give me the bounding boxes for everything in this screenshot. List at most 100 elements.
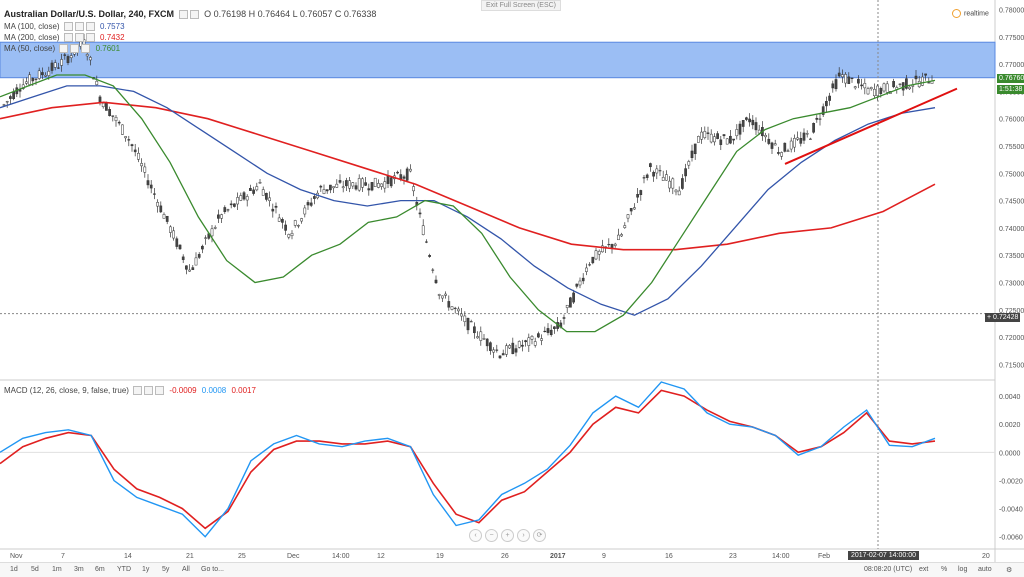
candle-body bbox=[418, 212, 422, 215]
candle-body bbox=[709, 133, 713, 143]
candle-body bbox=[37, 70, 41, 79]
price-axis-label: 0.75000 bbox=[999, 171, 1024, 178]
candle-body bbox=[633, 207, 636, 210]
candle-body bbox=[757, 129, 761, 134]
settings-icon[interactable] bbox=[178, 10, 188, 20]
scroll-right-button[interactable]: › bbox=[517, 529, 530, 542]
go-to-date-button[interactable]: Go to... bbox=[201, 566, 224, 573]
ma200-label: MA (200, close) bbox=[4, 33, 60, 42]
candle-body bbox=[396, 171, 399, 174]
crosshair-price-tag: + 0.72428 bbox=[985, 313, 1021, 322]
candle-body bbox=[805, 133, 809, 135]
candle-body bbox=[364, 182, 367, 186]
candle-body bbox=[594, 250, 598, 260]
ma50-value: 0.7601 bbox=[95, 44, 121, 53]
candle-body bbox=[652, 171, 655, 177]
close-icon[interactable] bbox=[85, 33, 95, 43]
candle-body bbox=[85, 54, 89, 57]
candle-body bbox=[463, 315, 467, 322]
candle-body bbox=[885, 83, 889, 93]
candle-body bbox=[777, 152, 780, 154]
range-ytd[interactable]: YTD bbox=[117, 566, 131, 573]
resistance-zone bbox=[0, 41, 996, 79]
macd-axis-label: 0.0040 bbox=[999, 394, 1021, 401]
gear-icon[interactable] bbox=[74, 22, 84, 32]
scroll-left-button[interactable]: ‹ bbox=[469, 529, 482, 542]
candle-body bbox=[562, 317, 566, 319]
candle-body bbox=[441, 295, 444, 299]
time-axis-label: 14:00 bbox=[772, 553, 790, 560]
candle-body bbox=[127, 139, 131, 141]
candle-body bbox=[434, 279, 438, 284]
auto-toggle[interactable]: auto bbox=[978, 566, 992, 573]
candle-body bbox=[172, 230, 175, 239]
candle-body bbox=[165, 215, 169, 222]
candle-body bbox=[223, 207, 227, 212]
percent-toggle[interactable]: % bbox=[941, 566, 948, 573]
time-axis-label: 9 bbox=[602, 553, 606, 560]
macd-axis-label: -0.0040 bbox=[999, 507, 1023, 514]
eye-icon[interactable] bbox=[59, 44, 69, 54]
candle-body bbox=[850, 77, 854, 79]
candle-body bbox=[293, 220, 297, 226]
candle-body bbox=[28, 74, 31, 85]
range-1m[interactable]: 1m bbox=[52, 566, 62, 573]
macd-axis-label: 0.0020 bbox=[999, 422, 1021, 429]
candle-body bbox=[799, 138, 803, 144]
candle-body bbox=[121, 124, 124, 135]
candle-body bbox=[713, 136, 716, 143]
candle-body bbox=[684, 168, 687, 177]
candle-body bbox=[729, 135, 732, 144]
chart-navigation: ‹ − + › ⟳ bbox=[469, 529, 549, 542]
close-icon[interactable] bbox=[81, 44, 91, 54]
reset-button[interactable]: ⟳ bbox=[533, 529, 546, 542]
candle-body bbox=[924, 73, 927, 76]
eye-icon[interactable] bbox=[63, 33, 73, 43]
eye-icon[interactable] bbox=[133, 386, 143, 396]
range-3m[interactable]: 3m bbox=[74, 566, 84, 573]
candle-body bbox=[25, 81, 28, 84]
candle-body bbox=[517, 341, 521, 348]
candle-body bbox=[629, 208, 633, 212]
candle-body bbox=[201, 245, 204, 250]
candle-body bbox=[146, 180, 150, 186]
candle-body bbox=[537, 333, 540, 338]
ma50-line bbox=[0, 74, 936, 333]
range-5d[interactable]: 5d bbox=[31, 566, 39, 573]
range-1y[interactable]: 1y bbox=[142, 566, 150, 573]
time-axis-label: 7 bbox=[61, 553, 65, 560]
zoom-out-button[interactable]: − bbox=[485, 529, 498, 542]
candle-body bbox=[191, 267, 195, 271]
close-icon[interactable] bbox=[189, 10, 199, 20]
candle-body bbox=[261, 189, 265, 196]
ext-toggle[interactable]: ext bbox=[919, 566, 929, 573]
gear-icon[interactable]: ⚙ bbox=[1006, 567, 1013, 574]
candle-body bbox=[668, 180, 671, 189]
candle-body bbox=[63, 54, 67, 56]
price-axis-label: 0.71500 bbox=[999, 362, 1024, 369]
range-5y[interactable]: 5y bbox=[162, 566, 170, 573]
candle-body bbox=[313, 196, 316, 199]
candle-body bbox=[607, 244, 611, 246]
candle-body bbox=[581, 277, 585, 282]
close-icon[interactable] bbox=[155, 386, 165, 396]
exit-fullscreen-button[interactable]: Exit Full Screen (ESC) bbox=[481, 0, 562, 11]
range-all[interactable]: All bbox=[182, 566, 190, 573]
candle-body bbox=[639, 190, 643, 196]
range-1d[interactable]: 1d bbox=[10, 566, 18, 573]
candle-body bbox=[229, 203, 233, 206]
close-icon[interactable] bbox=[85, 22, 95, 32]
eye-icon[interactable] bbox=[63, 22, 73, 32]
range-6m[interactable]: 6m bbox=[95, 566, 105, 573]
price-axis-label: 0.73000 bbox=[999, 280, 1024, 287]
gear-icon[interactable] bbox=[144, 386, 154, 396]
gear-icon[interactable] bbox=[74, 33, 84, 43]
gear-icon[interactable] bbox=[70, 44, 80, 54]
log-toggle[interactable]: log bbox=[958, 566, 968, 573]
candle-body bbox=[258, 181, 262, 184]
candle-body bbox=[898, 83, 902, 85]
zoom-in-button[interactable]: + bbox=[501, 529, 514, 542]
candle-body bbox=[741, 120, 745, 127]
candle-body bbox=[485, 338, 489, 347]
